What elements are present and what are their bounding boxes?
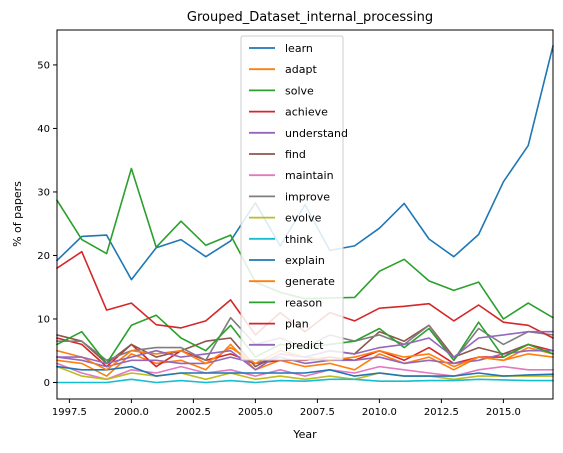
y-tick-label: 10: [37, 314, 50, 325]
legend-label-explain: explain: [285, 254, 325, 267]
y-tick-label: 50: [37, 60, 50, 71]
x-tick-label: 2000.0: [114, 407, 149, 418]
legend-label-solve: solve: [285, 84, 314, 97]
series-line-evolve: [55, 365, 554, 381]
plot-frame: [56, 29, 554, 400]
series-line-explain: [56, 365, 554, 377]
legend-label-reason: reason: [285, 296, 322, 309]
x-tick-label: 2010.0: [362, 407, 397, 418]
x-tick-label: 2002.5: [176, 407, 211, 418]
x-tick-label: 1997.5: [52, 407, 87, 418]
y-tick-label: 0: [44, 378, 50, 389]
x-tick-label: 2015.0: [486, 407, 521, 418]
legend-label-think: think: [285, 233, 313, 246]
legend-box: [240, 35, 344, 361]
x-axis-label: Year: [292, 428, 317, 441]
legend-label-predict: predict: [285, 339, 324, 352]
legend-label-find: find: [285, 148, 306, 161]
y-axis-label: % of papers: [11, 181, 24, 247]
y-tick-label: 40: [37, 124, 50, 135]
legend-label-improve: improve: [285, 190, 330, 203]
legend-label-plan: plan: [285, 318, 309, 331]
legend-label-generate: generate: [285, 275, 335, 288]
legend-label-learn: learn: [285, 42, 313, 55]
x-tick-label: 2005.0: [238, 407, 273, 418]
x-axis-ticks: 1997.5 2000.0 2002.5 2005.0 2007.5 2010.0 2012…: [52, 399, 521, 418]
legend-label-maintain: maintain: [285, 169, 334, 182]
series-line-maintain: [55, 362, 554, 381]
series-line-think: [56, 378, 554, 384]
y-tick-label: 20: [37, 251, 50, 262]
legend-label-evolve: evolve: [285, 212, 322, 225]
legend: learn adapt solve achieve understand find main…: [240, 35, 348, 361]
x-tick-label: 2007.5: [300, 407, 335, 418]
legend-label-achieve: achieve: [285, 106, 328, 119]
y-axis-ticks: 0 10 20 30 40 50: [37, 60, 57, 389]
legend-label-understand: understand: [285, 127, 348, 140]
y-tick-label: 30: [37, 187, 50, 198]
legend-label-adapt: adapt: [285, 63, 317, 76]
chart-title: Grouped_Dataset_internal_processing: [187, 10, 433, 25]
series-line-understand: [56, 349, 554, 368]
x-tick-label: 2012.5: [424, 407, 459, 418]
